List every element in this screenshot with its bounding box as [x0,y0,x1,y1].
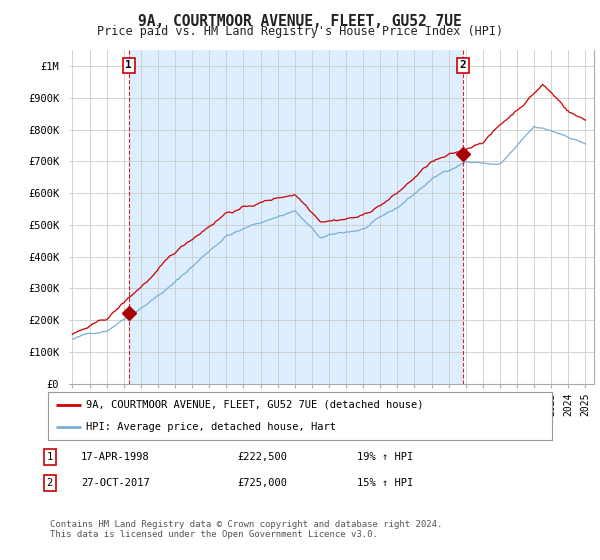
Text: 2: 2 [459,60,466,71]
Text: £222,500: £222,500 [237,452,287,462]
Text: 1: 1 [47,452,53,462]
Text: 1: 1 [125,60,132,71]
Text: 9A, COURTMOOR AVENUE, FLEET, GU52 7UE (detached house): 9A, COURTMOOR AVENUE, FLEET, GU52 7UE (d… [86,400,424,410]
Text: 2: 2 [47,478,53,488]
Text: 27-OCT-2017: 27-OCT-2017 [81,478,150,488]
Text: Price paid vs. HM Land Registry's House Price Index (HPI): Price paid vs. HM Land Registry's House … [97,25,503,38]
Text: Contains HM Land Registry data © Crown copyright and database right 2024.
This d: Contains HM Land Registry data © Crown c… [50,520,442,539]
Text: 17-APR-1998: 17-APR-1998 [81,452,150,462]
Bar [128,50,463,384]
Text: 9A, COURTMOOR AVENUE, FLEET, GU52 7UE: 9A, COURTMOOR AVENUE, FLEET, GU52 7UE [138,14,462,29]
Text: £725,000: £725,000 [237,478,287,488]
Text: 15% ↑ HPI: 15% ↑ HPI [357,478,413,488]
Text: HPI: Average price, detached house, Hart: HPI: Average price, detached house, Hart [86,422,336,432]
Text: 19% ↑ HPI: 19% ↑ HPI [357,452,413,462]
